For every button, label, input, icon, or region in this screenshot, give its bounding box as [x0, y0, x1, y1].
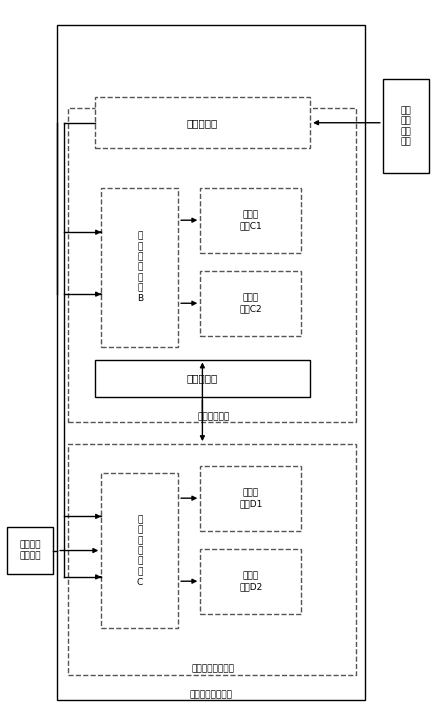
Bar	[68, 444, 356, 675]
Text: 总
线
交
叉
开
关
B: 总 线 交 叉 开 关 B	[137, 232, 143, 303]
Text: 波形数据
衰减单元: 波形数据 衰减单元	[19, 541, 40, 560]
Bar	[101, 188, 178, 347]
Text: 波形生成器: 波形生成器	[187, 118, 218, 128]
Bar	[383, 79, 429, 173]
Text: 三维波形存储模块: 三维波形存储模块	[192, 665, 235, 674]
Text: 波形存
储器D1: 波形存 储器D1	[239, 489, 263, 508]
Bar	[95, 360, 310, 397]
Bar	[200, 549, 301, 614]
Bar	[57, 25, 365, 700]
Bar	[68, 108, 356, 422]
Bar	[7, 527, 53, 574]
Text: 采样
数据
存储
单元: 采样 数据 存储 单元	[401, 106, 411, 147]
Text: 三维波形处理单元: 三维波形处理单元	[190, 690, 233, 699]
Bar	[101, 473, 178, 628]
Bar	[200, 271, 301, 336]
Text: 波形存
储器D2: 波形存 储器D2	[239, 572, 262, 591]
Text: 缓冲存
储器C2: 缓冲存 储器C2	[239, 294, 262, 313]
Bar	[95, 97, 310, 148]
Text: 缓冲存
储器C1: 缓冲存 储器C1	[239, 211, 262, 230]
Text: 波形缓冲模块: 波形缓冲模块	[197, 412, 230, 421]
Text: 波形合并器: 波形合并器	[187, 373, 218, 383]
Bar	[200, 188, 301, 253]
Bar	[200, 466, 301, 531]
Text: 总
线
交
叉
开
关
C: 总 线 交 叉 开 关 C	[137, 516, 143, 586]
